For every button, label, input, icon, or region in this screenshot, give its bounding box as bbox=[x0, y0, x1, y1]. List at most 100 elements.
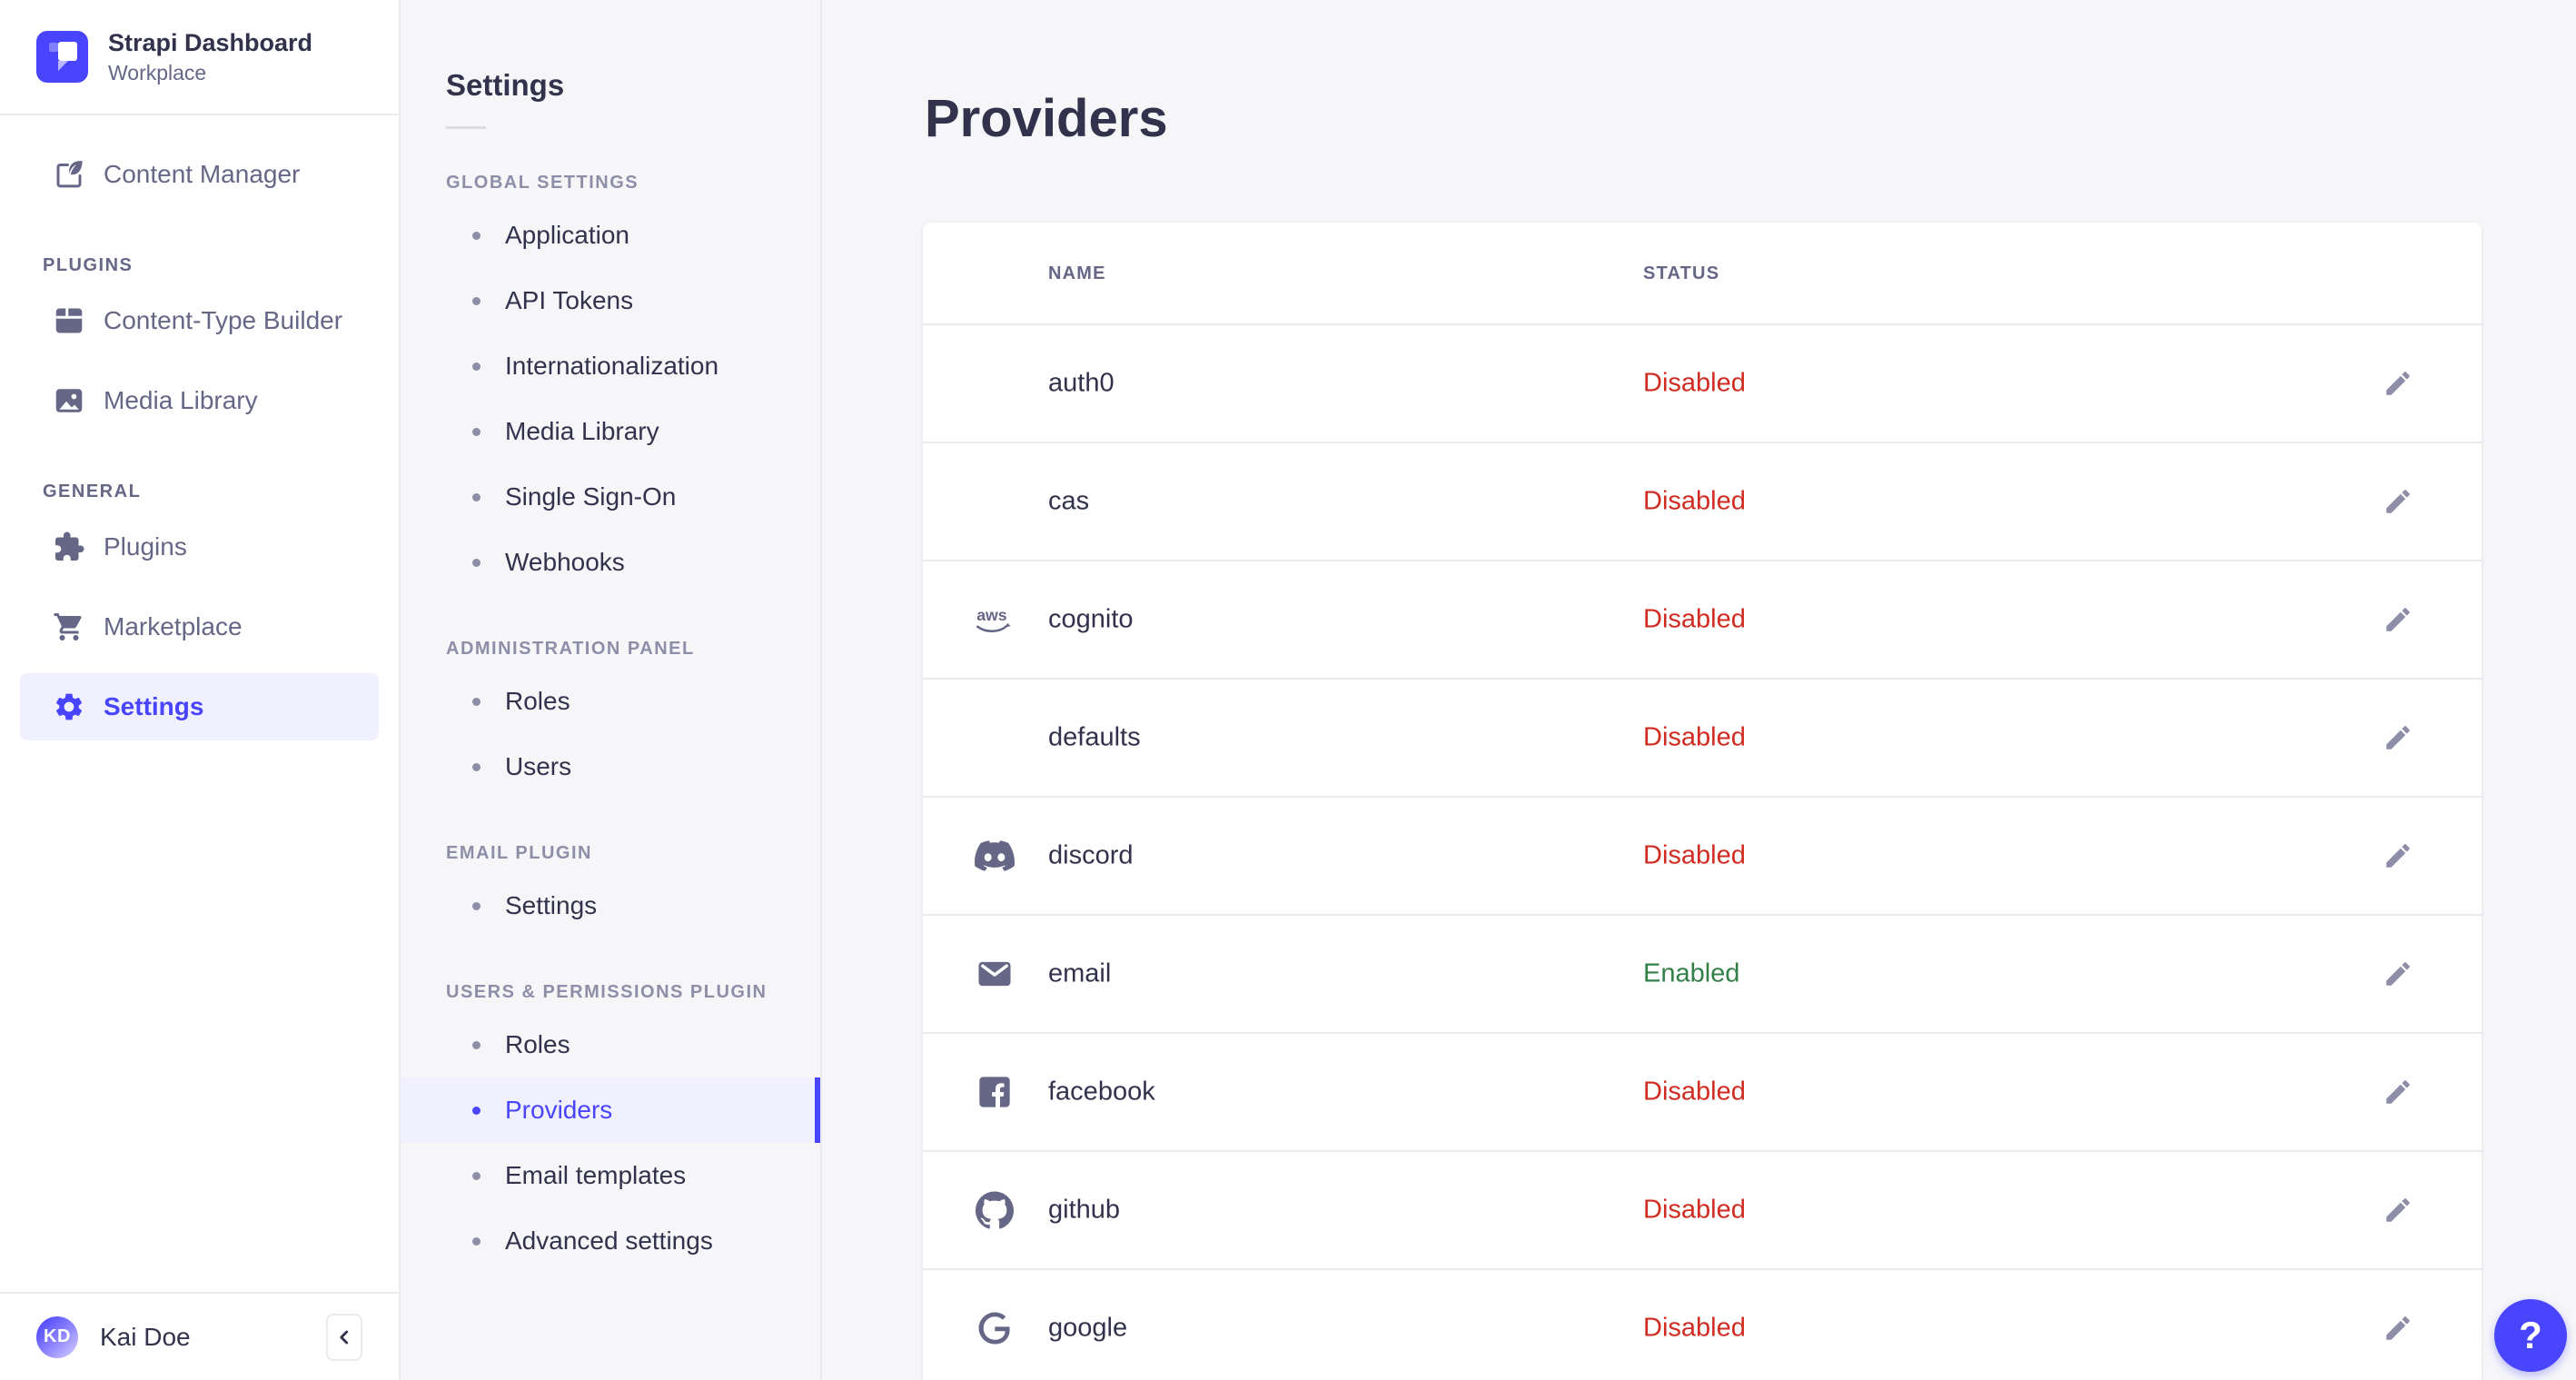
providers-table-card: NAME STATUS auth0 Disabled cas Disabled … bbox=[923, 223, 2482, 1380]
table-row: facebook Disabled bbox=[923, 1034, 2482, 1152]
table-row: defaults Disabled bbox=[923, 680, 2482, 798]
status-badge: Disabled bbox=[1643, 368, 1746, 398]
collapse-sidebar-button[interactable] bbox=[326, 1313, 362, 1361]
bullet-icon bbox=[472, 231, 481, 240]
sidebar-item-label: Content-Type Builder bbox=[104, 306, 343, 334]
column-header-name: NAME bbox=[1048, 263, 1106, 283]
subnav-item-label: Single Sign-On bbox=[505, 482, 677, 511]
pencil-icon bbox=[2386, 1316, 2410, 1340]
section-label-users-permissions-plugin: USERS & PERMISSIONS PLUGIN bbox=[446, 982, 768, 1002]
subnav-item-label: Internationalization bbox=[505, 352, 719, 380]
sidebar-item-label: Settings bbox=[104, 692, 204, 720]
picture-icon bbox=[53, 384, 85, 417]
subnav-item-label: Providers bbox=[505, 1096, 613, 1124]
subnav-item-application[interactable]: Application bbox=[401, 203, 820, 268]
settings-subnav: Settings GLOBAL SETTINGS Application API… bbox=[401, 0, 822, 1380]
section-label-administration-panel: ADMINISTRATION PANEL bbox=[446, 639, 695, 659]
provider-name: auth0 bbox=[1048, 368, 1115, 398]
bullet-icon bbox=[472, 1040, 481, 1049]
github-icon bbox=[972, 1189, 1017, 1231]
provider-name: github bbox=[1048, 1195, 1121, 1225]
pencil-icon bbox=[2386, 844, 2410, 868]
subnav-item-media-library[interactable]: Media Library bbox=[401, 399, 820, 464]
subnav-item-label: Application bbox=[505, 221, 629, 249]
edit-provider-button[interactable] bbox=[2380, 956, 2416, 992]
status-badge: Disabled bbox=[1643, 1195, 1746, 1225]
edit-provider-button[interactable] bbox=[2380, 720, 2416, 756]
sidebar-item-label: Marketplace bbox=[104, 612, 243, 640]
subnav-item-api-tokens[interactable]: API Tokens bbox=[401, 268, 820, 333]
page-title: Providers bbox=[925, 88, 1168, 148]
google-icon bbox=[972, 1307, 1017, 1349]
subnav-title: Settings bbox=[446, 68, 565, 102]
pen-icon bbox=[53, 158, 85, 191]
edit-provider-button[interactable] bbox=[2380, 365, 2416, 402]
facebook-icon bbox=[972, 1071, 1017, 1113]
app-workspace: Workplace bbox=[108, 60, 207, 84]
subnav-item-admin-users[interactable]: Users bbox=[401, 734, 820, 799]
subnav-item-single-sign-on[interactable]: Single Sign-On bbox=[401, 464, 820, 530]
subnav-item-admin-roles[interactable]: Roles bbox=[401, 669, 820, 734]
pencil-icon bbox=[2386, 608, 2410, 631]
pencil-icon bbox=[2386, 490, 2410, 513]
subnav-item-up-roles[interactable]: Roles bbox=[401, 1012, 820, 1077]
subnav-item-label: Advanced settings bbox=[505, 1226, 713, 1255]
subnav-item-label: Settings bbox=[505, 891, 598, 919]
pencil-icon bbox=[2386, 372, 2410, 395]
status-badge: Disabled bbox=[1643, 486, 1746, 516]
sidebar-item-content-manager[interactable]: Content Manager bbox=[20, 141, 379, 208]
subnav-item-label: Media Library bbox=[505, 417, 659, 445]
status-badge: Enabled bbox=[1643, 958, 1740, 988]
subnav-item-webhooks[interactable]: Webhooks bbox=[401, 530, 820, 595]
bullet-icon bbox=[472, 762, 481, 771]
subnav-item-email-settings[interactable]: Settings bbox=[401, 873, 820, 938]
subnav-item-internationalization[interactable]: Internationalization bbox=[401, 333, 820, 399]
layout-grid-icon bbox=[53, 304, 85, 337]
table-header-row: NAME STATUS bbox=[923, 223, 2482, 325]
help-button[interactable]: ? bbox=[2494, 1299, 2567, 1372]
chevron-left-icon bbox=[332, 1325, 356, 1349]
sidebar-item-marketplace[interactable]: Marketplace bbox=[20, 593, 379, 660]
edit-provider-button[interactable] bbox=[2380, 601, 2416, 638]
bullet-icon bbox=[472, 1171, 481, 1180]
subnav-divider bbox=[446, 126, 486, 129]
provider-name: google bbox=[1048, 1313, 1128, 1343]
pencil-icon bbox=[2386, 1080, 2410, 1104]
pencil-icon bbox=[2386, 962, 2410, 986]
discord-icon bbox=[972, 835, 1017, 877]
sidebar-item-settings[interactable]: Settings bbox=[20, 673, 379, 740]
table-row: email Enabled bbox=[923, 916, 2482, 1034]
cart-icon bbox=[53, 611, 85, 643]
subnav-item-providers[interactable]: Providers bbox=[401, 1077, 820, 1143]
sidebar-item-plugins[interactable]: Plugins bbox=[20, 513, 379, 581]
provider-name: email bbox=[1048, 958, 1112, 988]
sidebar-item-media-library[interactable]: Media Library bbox=[20, 367, 379, 434]
sidebar-item-label: Content Manager bbox=[104, 160, 301, 188]
table-row: cas Disabled bbox=[923, 443, 2482, 561]
provider-name: discord bbox=[1048, 840, 1134, 870]
edit-provider-button[interactable] bbox=[2380, 483, 2416, 520]
table-row: aws cognito Disabled bbox=[923, 561, 2482, 680]
sidebar-item-label: Media Library bbox=[104, 386, 258, 414]
bullet-icon bbox=[472, 492, 481, 501]
table-row: github Disabled bbox=[923, 1152, 2482, 1270]
sidebar-item-content-type-builder[interactable]: Content-Type Builder bbox=[20, 287, 379, 354]
user-menu[interactable]: KD Kai Doe bbox=[0, 1292, 399, 1380]
edit-provider-button[interactable] bbox=[2380, 1192, 2416, 1228]
app-title: Strapi Dashboard bbox=[108, 29, 313, 57]
subnav-item-advanced-settings[interactable]: Advanced settings bbox=[401, 1208, 820, 1274]
table-row: auth0 Disabled bbox=[923, 325, 2482, 443]
main-nav: Content Manager PLUGINS Content-Type Bui… bbox=[0, 115, 399, 740]
gear-icon bbox=[53, 690, 85, 723]
edit-provider-button[interactable] bbox=[2380, 838, 2416, 874]
bullet-icon bbox=[472, 362, 481, 371]
edit-provider-button[interactable] bbox=[2380, 1310, 2416, 1346]
status-badge: Disabled bbox=[1643, 840, 1746, 870]
subnav-item-label: API Tokens bbox=[505, 286, 634, 314]
question-mark-icon: ? bbox=[2519, 1314, 2542, 1356]
section-label-email-plugin: EMAIL PLUGIN bbox=[446, 843, 592, 863]
app-brand[interactable]: Strapi Dashboard Workplace bbox=[0, 0, 399, 115]
edit-provider-button[interactable] bbox=[2380, 1074, 2416, 1110]
subnav-item-email-templates[interactable]: Email templates bbox=[401, 1143, 820, 1208]
